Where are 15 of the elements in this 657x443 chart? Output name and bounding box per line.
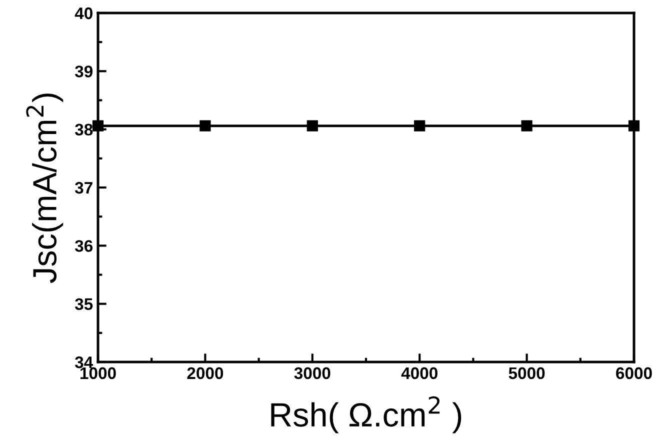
- y-tick-label: 35: [74, 298, 93, 310]
- x-axis-title: Rsh( Ω.cm$^{2}$ ): [271, 396, 462, 434]
- y-tick-label: 40: [74, 7, 92, 20]
- y-tick-label: 34: [74, 356, 94, 368]
- y-axis-title: Jsc(mA/cm$^{2}$): [26, 94, 64, 283]
- y-tick-label: 37: [74, 182, 92, 194]
- y-tick-label: 38: [74, 124, 93, 136]
- x-tick-label: 2000: [187, 367, 224, 380]
- y-tick-label: 36: [74, 240, 93, 252]
- x-tick-label: 4000: [401, 367, 438, 380]
- x-tick-label: 1000: [80, 367, 116, 380]
- y-tick-label: 39: [74, 66, 93, 78]
- x-tick-label: 3000: [294, 367, 330, 380]
- x-tick-label: 5000: [508, 367, 545, 380]
- x-tick-label: 6000: [616, 367, 652, 380]
